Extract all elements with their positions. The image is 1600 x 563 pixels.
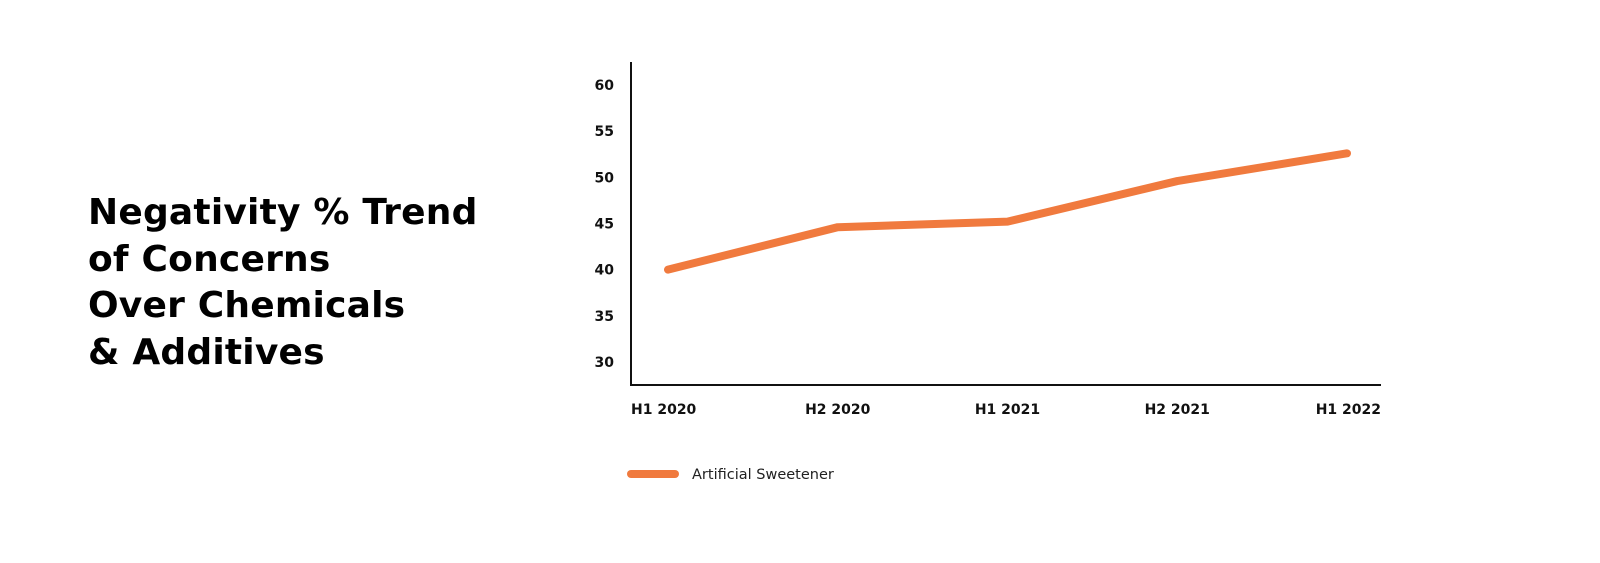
series-lines (664, 149, 1351, 274)
y-tick-label: 45 (595, 217, 614, 233)
y-tick-label: 30 (595, 355, 615, 371)
x-tick-label: H1 2021 (975, 402, 1040, 418)
legend-label: Artificial Sweetener (692, 467, 834, 483)
x-axis-ticks: H1 2020 H2 2020 H1 2021 H2 2021 H1 2022 (631, 402, 1381, 418)
title-line: & Additives (88, 331, 325, 373)
y-tick-label: 55 (595, 124, 614, 140)
chart-title: Negativity % Trend of Concerns Over Chem… (88, 190, 548, 376)
title-line: of Concerns (88, 238, 331, 280)
title-line: Over Chemicals (88, 285, 406, 326)
y-tick-label: 60 (595, 78, 615, 94)
x-tick-label: H2 2020 (805, 402, 871, 418)
y-tick-label: 40 (595, 263, 615, 279)
title-line: Negativity % Trend (88, 192, 478, 233)
series-line (664, 149, 1351, 274)
x-tick-label: H1 2020 (631, 402, 697, 418)
y-axis-ticks: 30 35 40 45 50 55 60 (595, 78, 615, 371)
x-tick-label: H1 2022 (1316, 402, 1381, 418)
legend: Artificial Sweetener (627, 467, 834, 483)
x-tick-label: H2 2021 (1145, 402, 1210, 418)
y-tick-label: 35 (595, 309, 614, 325)
axes (630, 62, 1381, 386)
y-tick-label: 50 (595, 170, 615, 186)
